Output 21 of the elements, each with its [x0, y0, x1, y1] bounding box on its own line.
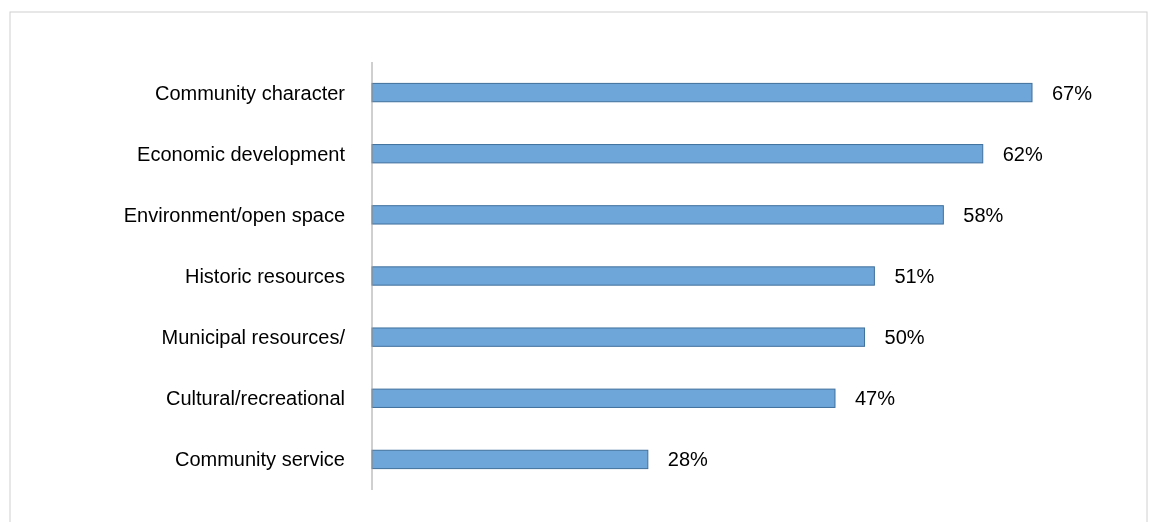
bar — [371, 449, 649, 470]
data-label: 50% — [884, 326, 925, 349]
data-label: 58% — [963, 203, 1004, 226]
bar — [371, 388, 836, 408]
data-label: 28% — [667, 448, 709, 471]
data-label: 67% — [1052, 81, 1093, 104]
y-tick-label: Economic development — [137, 142, 346, 165]
y-tick-label: Community service — [174, 448, 345, 471]
bar — [371, 266, 875, 286]
y-tick-label: Historic resources — [184, 265, 345, 287]
bar — [371, 205, 944, 225]
y-tick-label: Municipal resources/ — [161, 326, 346, 349]
y-tick-label: Cultural/recreational — [166, 387, 345, 410]
y-tick-label: Environment/open space — [123, 203, 345, 226]
data-label: 51% — [894, 265, 935, 287]
bar — [371, 82, 1033, 103]
y-tick-label: Community character — [154, 81, 346, 104]
bar — [371, 327, 866, 347]
data-label: 47% — [854, 387, 896, 410]
bar — [371, 144, 984, 164]
data-label: 62% — [1002, 142, 1043, 165]
